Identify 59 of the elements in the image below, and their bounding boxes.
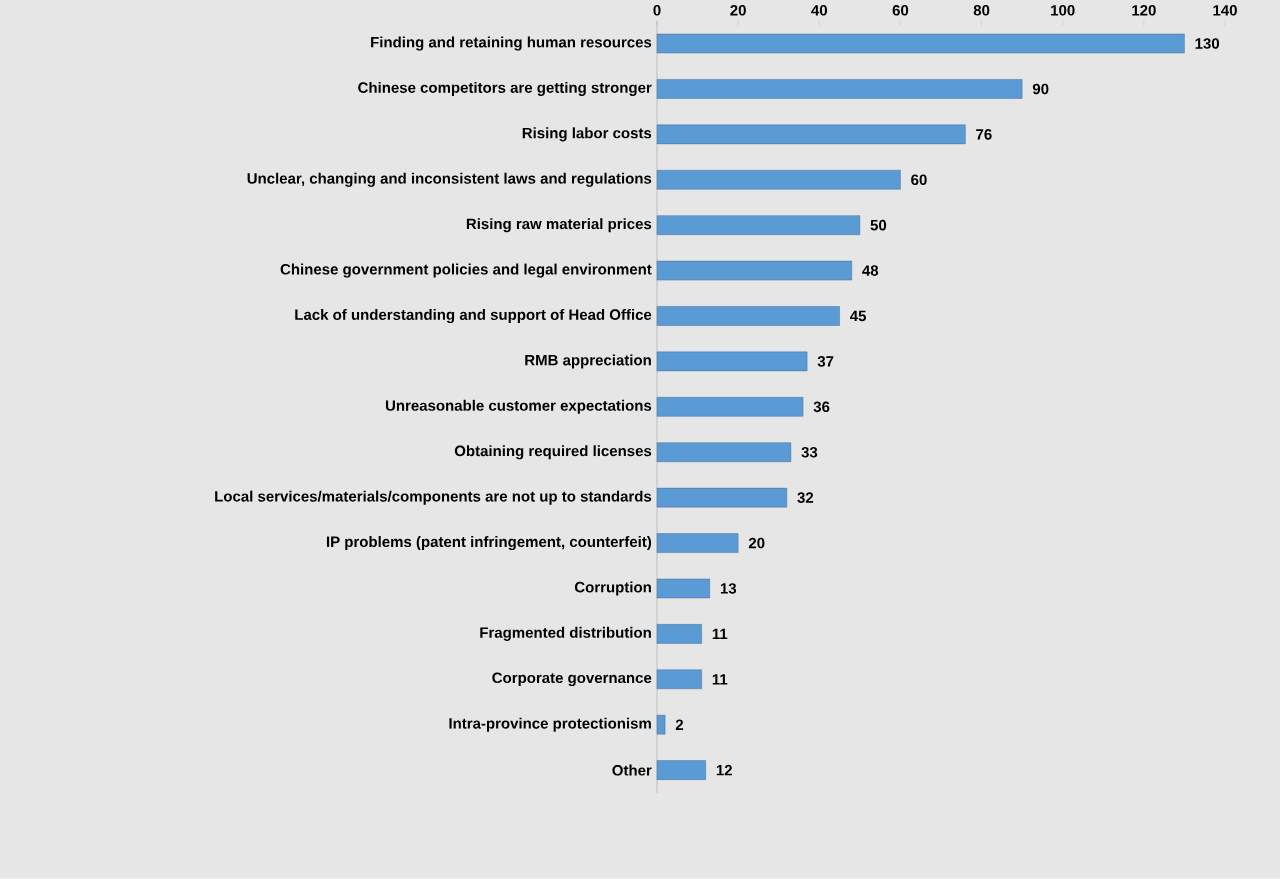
data-label: 45 [849, 310, 867, 322]
y-tick-label: Intra-province protectionism [449, 717, 651, 732]
y-tick-label: RMB appreciation [525, 354, 651, 369]
x-tick-label: 0 [653, 5, 661, 16]
bar [656, 760, 706, 780]
bar [656, 578, 710, 599]
data-label: 13 [720, 583, 737, 594]
data-label: 33 [801, 447, 818, 458]
data-label: 90 [1032, 83, 1049, 95]
data-label: 37 [817, 356, 834, 367]
bar [656, 79, 1023, 99]
data-label: 12 [716, 764, 732, 776]
y-tick-label: Local services/materials/components are not up to standards [215, 490, 652, 505]
y-tick-label: Chinese competitors are getting stronger [358, 82, 652, 97]
data-label: 76 [976, 129, 992, 140]
data-label: 36 [813, 401, 830, 413]
y-tick-label: Other [612, 764, 652, 776]
x-tick-label: 20 [730, 5, 746, 16]
data-label: 48 [862, 265, 879, 276]
data-label: 50 [870, 219, 887, 231]
y-tick-label: Lack of understanding and support of Head Office [295, 309, 652, 324]
y-tick-label: Corruption [574, 581, 651, 596]
y-tick-label: Finding and retaining human resources [371, 36, 652, 51]
data-label: 20 [748, 537, 765, 549]
y-tick-label: Fragmented distribution [480, 626, 651, 641]
bar [656, 306, 840, 326]
bar [656, 397, 804, 417]
bar [656, 624, 702, 644]
bar [656, 215, 861, 235]
bar [656, 260, 852, 281]
y-tick-label: Obtaining required licenses [454, 445, 652, 460]
x-tick-label: 40 [811, 5, 827, 16]
y-tick-label: Rising labor costs [522, 127, 652, 142]
bar [656, 170, 901, 190]
bar [656, 442, 792, 463]
data-label: 2 [675, 719, 684, 731]
x-tick-label: 120 [1132, 5, 1156, 16]
y-tick-label: Unreasonable customer expectations [385, 399, 652, 414]
x-tick-label: 140 [1213, 5, 1237, 16]
y-tick-label: IP problems (patent infringement, counterfeit) [326, 536, 652, 551]
data-label: 130 [1195, 38, 1220, 49]
y-tick-label: Corporate governance [492, 672, 652, 687]
bar [656, 124, 966, 145]
bar [656, 33, 1185, 54]
bar [656, 669, 702, 690]
data-label: 32 [797, 492, 814, 504]
y-tick-label: Chinese government policies and legal environment [280, 263, 652, 278]
bar [656, 351, 808, 372]
bar [656, 533, 739, 553]
x-tick-label: 80 [973, 5, 990, 16]
data-label: 11 [712, 628, 728, 640]
data-label: 60 [911, 174, 927, 186]
x-tick-label: 60 [892, 5, 909, 16]
bar [656, 715, 666, 735]
y-tick-label: Unclear, changing and inconsistent laws and regulations [247, 172, 652, 187]
bar [656, 488, 788, 508]
x-tick-label: 100 [1051, 5, 1075, 16]
data-label: 11 [712, 674, 728, 685]
y-tick-label: Rising raw material prices [466, 218, 652, 233]
